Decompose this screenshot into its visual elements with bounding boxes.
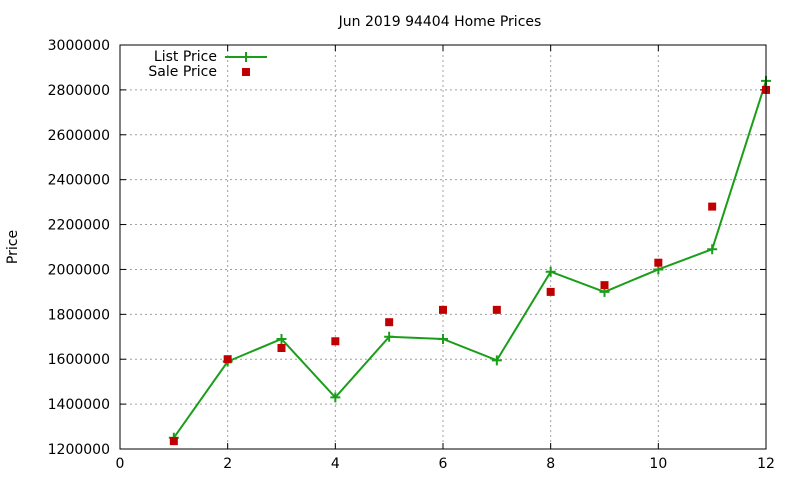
- y-tick-label: 2400000: [48, 173, 110, 189]
- y-axis-label: Price: [5, 230, 21, 264]
- y-tick-label: 2000000: [48, 262, 110, 278]
- chart-title: Jun 2019 94404 Home Prices: [338, 14, 542, 30]
- legend-label-list-price: List Price: [154, 49, 217, 65]
- plot-area: [168, 75, 771, 446]
- y-tick-label: 1800000: [48, 307, 110, 323]
- list-price-point: [276, 334, 287, 345]
- sale-price-point: [600, 281, 609, 290]
- y-tick-label: 3000000: [48, 38, 110, 54]
- series-line-list-price: [172, 80, 767, 439]
- x-tick-label: 2: [223, 456, 232, 472]
- legend-marker-list-price: [241, 52, 251, 62]
- axes: 0 2 4 6 8 10 12 1200000 1400000 1600000 1800000 200…: [48, 38, 775, 472]
- y-tick-label: 1400000: [48, 397, 110, 413]
- sale-price-point: [277, 344, 286, 352]
- x-tick-label: 4: [331, 456, 340, 472]
- x-tick-label: 10: [649, 456, 667, 472]
- sale-price-point: [654, 258, 663, 267]
- x-tick-label: 8: [546, 456, 555, 472]
- y-tick-label: 2600000: [48, 128, 110, 144]
- list-price-point: [707, 244, 718, 255]
- sale-price-point: [546, 287, 555, 296]
- x-tick-label: 0: [116, 456, 125, 472]
- sale-price-point: [708, 202, 717, 211]
- x-tick-label: 6: [439, 456, 448, 472]
- y-tick-label: 1600000: [48, 352, 110, 368]
- sale-price-point: [169, 437, 178, 446]
- grid: [120, 45, 766, 449]
- list-price-point: [491, 355, 502, 366]
- plot-frame: [119, 44, 767, 450]
- x-tick-label: 12: [757, 456, 775, 472]
- list-price-point: [545, 266, 556, 277]
- y-tick-label: 1200000: [48, 442, 110, 458]
- sale-price-point: [331, 337, 340, 346]
- sale-price-point: [223, 355, 232, 364]
- sale-price-point: [492, 305, 501, 314]
- legend-marker-sale-price: [242, 68, 250, 76]
- y-tick-label: 2200000: [48, 218, 110, 234]
- sale-price-point: [439, 305, 447, 314]
- list-price-point: [438, 334, 448, 345]
- list-price-point: [384, 331, 395, 342]
- y-tick-label: 2800000: [48, 83, 110, 99]
- legend: List Price Sale Price: [148, 49, 267, 80]
- legend-label-sale-price: Sale Price: [148, 64, 217, 80]
- sale-price-point: [385, 318, 394, 327]
- list-price-point: [330, 392, 341, 403]
